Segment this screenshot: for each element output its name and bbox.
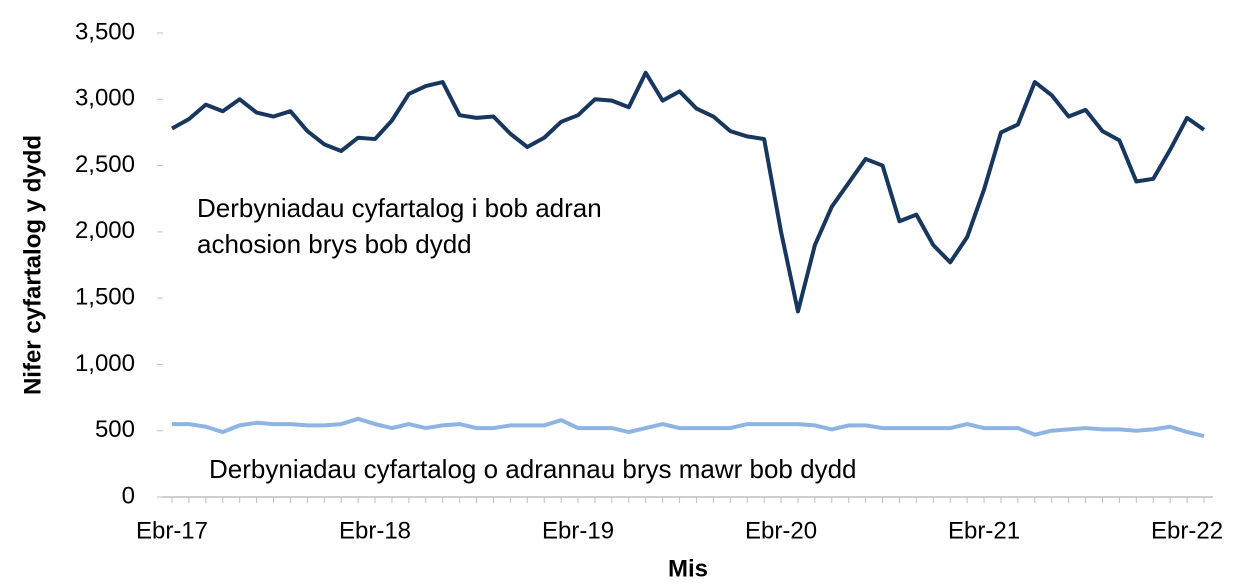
x-tick-label: Ebr-19: [542, 517, 614, 544]
y-tick-label: 3,000: [75, 85, 135, 112]
x-tick-label: Ebr-20: [745, 517, 817, 544]
series-annotation: Derbyniadau cyfartalog o adrannau brys m…: [209, 454, 857, 484]
x-tick-label: Ebr-22: [1151, 517, 1223, 544]
series-line: [172, 416, 1205, 438]
y-tick-label: 2,500: [75, 151, 135, 178]
x-tick-label: Ebr-21: [948, 517, 1020, 544]
y-tick-label: 1,500: [75, 283, 135, 310]
y-axis-label: Nifer cyfartalog y dydd: [19, 135, 46, 395]
y-tick-label: 0: [122, 482, 135, 509]
x-tick-label: Ebr-17: [136, 517, 208, 544]
series-annotation: Derbyniadau cyfartalog i bob adran achos…: [197, 193, 602, 259]
series-line: [171, 70, 1206, 314]
y-tick-label: 2,000: [75, 217, 135, 244]
x-tick-label: Ebr-18: [339, 517, 411, 544]
y-tick-label: 1,000: [75, 350, 135, 377]
y-tick-label: 3,500: [75, 18, 135, 45]
y-tick-label: 500: [95, 416, 135, 443]
x-axis-label: Mis: [668, 555, 708, 582]
